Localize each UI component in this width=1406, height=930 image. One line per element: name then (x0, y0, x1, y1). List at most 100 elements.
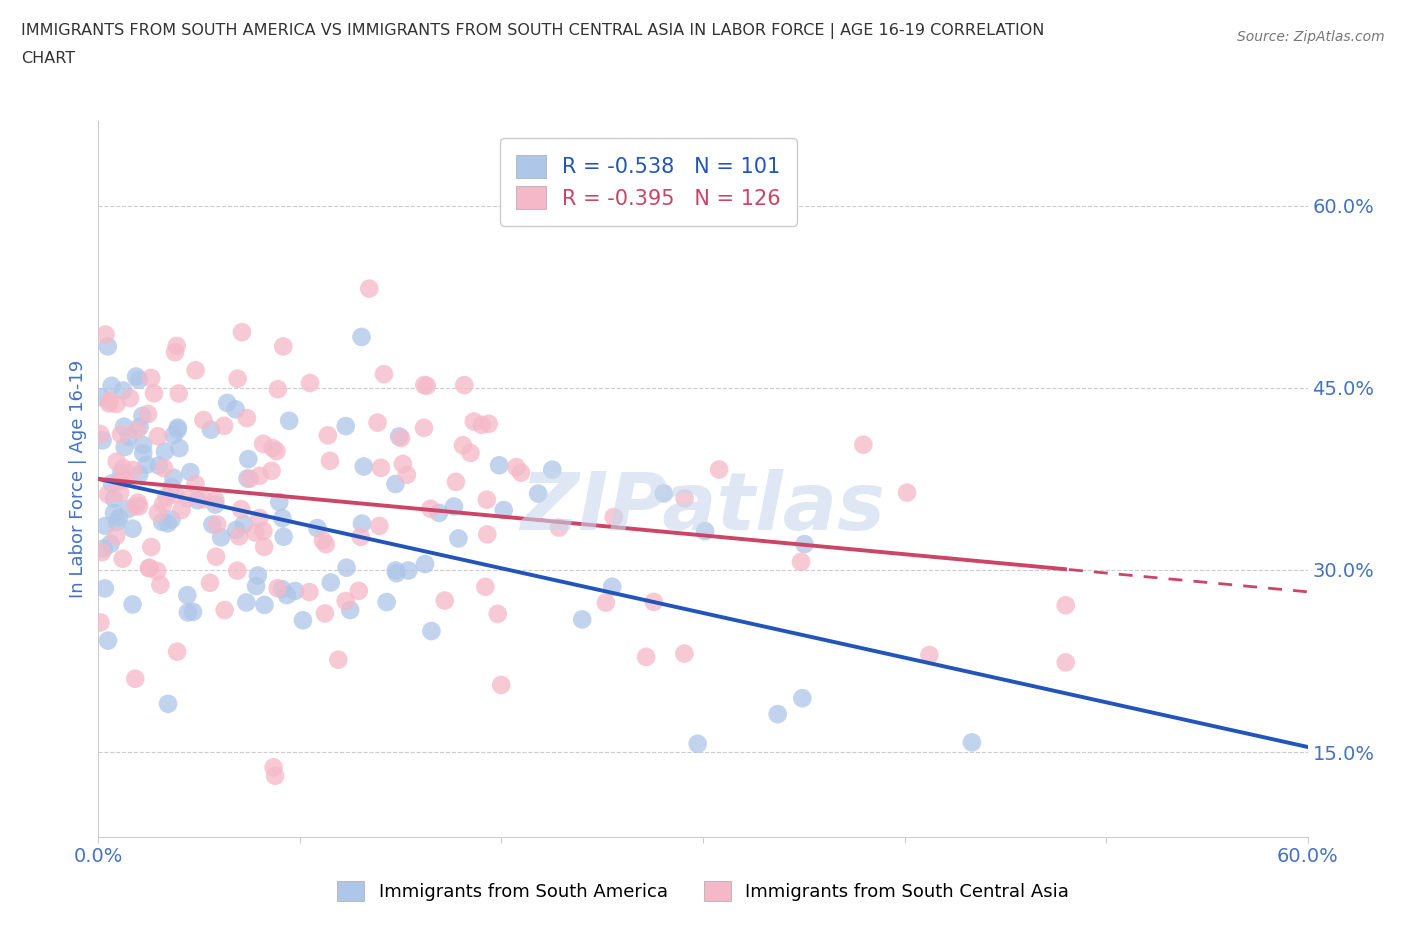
Point (209, 530, 232, 545)
Point (118, 430, 141, 445)
Point (149, 578, 172, 592)
Point (128, 467, 150, 482)
Point (263, 760, 285, 775)
Point (110, 473, 132, 488)
Point (388, 429, 411, 444)
Point (350, 529, 373, 544)
Point (852, 437, 875, 452)
Point (319, 454, 342, 469)
Text: IMMIGRANTS FROM SOUTH AMERICA VS IMMIGRANTS FROM SOUTH CENTRAL ASIA IN LABOR FOR: IMMIGRANTS FROM SOUTH AMERICA VS IMMIGRA… (21, 23, 1045, 39)
Point (236, 411, 259, 426)
Point (146, 505, 169, 520)
Point (316, 428, 339, 443)
Point (94, 518, 117, 533)
Point (384, 563, 406, 578)
Point (127, 495, 149, 510)
Point (193, 413, 215, 428)
Point (276, 588, 298, 603)
Point (118, 501, 141, 516)
Point (413, 420, 436, 435)
Point (267, 381, 290, 396)
Point (392, 457, 415, 472)
Point (395, 468, 418, 483)
Point (960, 735, 983, 750)
Point (153, 460, 176, 475)
Point (246, 568, 269, 583)
Point (205, 550, 228, 565)
Point (1054, 598, 1077, 613)
Point (152, 497, 174, 512)
Point (100, 379, 122, 393)
Point (253, 597, 276, 612)
Point (111, 551, 134, 566)
Point (141, 370, 163, 385)
Point (474, 579, 496, 594)
Point (319, 575, 342, 590)
Point (163, 428, 186, 443)
Point (918, 647, 941, 662)
Y-axis label: In Labor Force | Age 16-19: In Labor Force | Age 16-19 (69, 360, 87, 598)
Point (200, 422, 222, 437)
Point (181, 604, 204, 619)
Point (307, 521, 329, 536)
Point (166, 422, 188, 437)
Point (368, 519, 391, 534)
Point (110, 427, 132, 442)
Point (792, 691, 814, 706)
Point (548, 520, 571, 535)
Point (91, 545, 114, 560)
Point (420, 624, 443, 639)
Point (177, 604, 200, 619)
Point (260, 463, 283, 478)
Point (98, 393, 121, 408)
Point (510, 465, 533, 480)
Point (384, 476, 406, 491)
Point (165, 487, 187, 502)
Point (389, 431, 412, 445)
Point (298, 585, 321, 600)
Point (125, 422, 148, 437)
Point (328, 652, 350, 667)
Point (419, 501, 441, 516)
Point (141, 539, 163, 554)
Point (212, 418, 235, 433)
Point (266, 444, 288, 458)
Point (120, 391, 142, 405)
Point (492, 503, 515, 518)
Point (97, 486, 120, 501)
Point (157, 697, 180, 711)
Point (896, 485, 918, 500)
Point (150, 514, 173, 529)
Text: Source: ZipAtlas.com: Source: ZipAtlas.com (1237, 30, 1385, 44)
Point (226, 564, 249, 578)
Point (124, 498, 146, 513)
Point (271, 581, 294, 596)
Point (112, 419, 135, 434)
Point (447, 531, 470, 546)
Point (370, 460, 392, 475)
Point (148, 458, 170, 473)
Point (105, 397, 128, 412)
Point (235, 595, 257, 610)
Point (184, 476, 207, 491)
Point (121, 521, 143, 536)
Point (160, 480, 183, 495)
Point (217, 395, 239, 410)
Point (124, 671, 146, 686)
Point (693, 524, 716, 538)
Point (385, 565, 408, 580)
Point (121, 597, 143, 612)
Point (231, 325, 253, 339)
Point (125, 369, 148, 384)
Point (595, 595, 617, 610)
Point (179, 465, 201, 480)
Point (91, 432, 114, 447)
Point (207, 517, 229, 532)
Point (105, 528, 128, 543)
Point (160, 512, 183, 527)
Point (105, 514, 128, 529)
Point (396, 563, 419, 578)
Point (643, 594, 665, 609)
Point (707, 462, 730, 477)
Point (1054, 655, 1077, 670)
